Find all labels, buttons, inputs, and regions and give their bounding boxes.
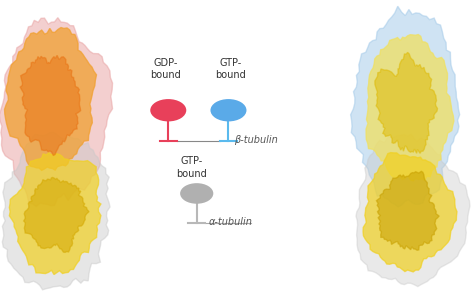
Polygon shape bbox=[2, 132, 110, 290]
Polygon shape bbox=[0, 18, 112, 206]
Polygon shape bbox=[24, 178, 89, 252]
Circle shape bbox=[180, 183, 213, 204]
Circle shape bbox=[210, 99, 246, 121]
Text: GTP-
bound: GTP- bound bbox=[177, 156, 207, 179]
Polygon shape bbox=[363, 153, 457, 272]
Polygon shape bbox=[20, 55, 81, 156]
Polygon shape bbox=[356, 134, 470, 287]
Text: GTP-
bound: GTP- bound bbox=[216, 58, 246, 80]
Text: β-tubulin: β-tubulin bbox=[234, 135, 278, 145]
Text: α-tubulin: α-tubulin bbox=[209, 217, 253, 227]
Polygon shape bbox=[366, 35, 454, 181]
Polygon shape bbox=[376, 171, 439, 250]
Polygon shape bbox=[375, 52, 438, 153]
Text: GDP-
bound: GDP- bound bbox=[151, 58, 181, 80]
Polygon shape bbox=[9, 153, 101, 275]
Polygon shape bbox=[5, 28, 97, 171]
Polygon shape bbox=[351, 6, 460, 207]
Circle shape bbox=[150, 99, 186, 121]
